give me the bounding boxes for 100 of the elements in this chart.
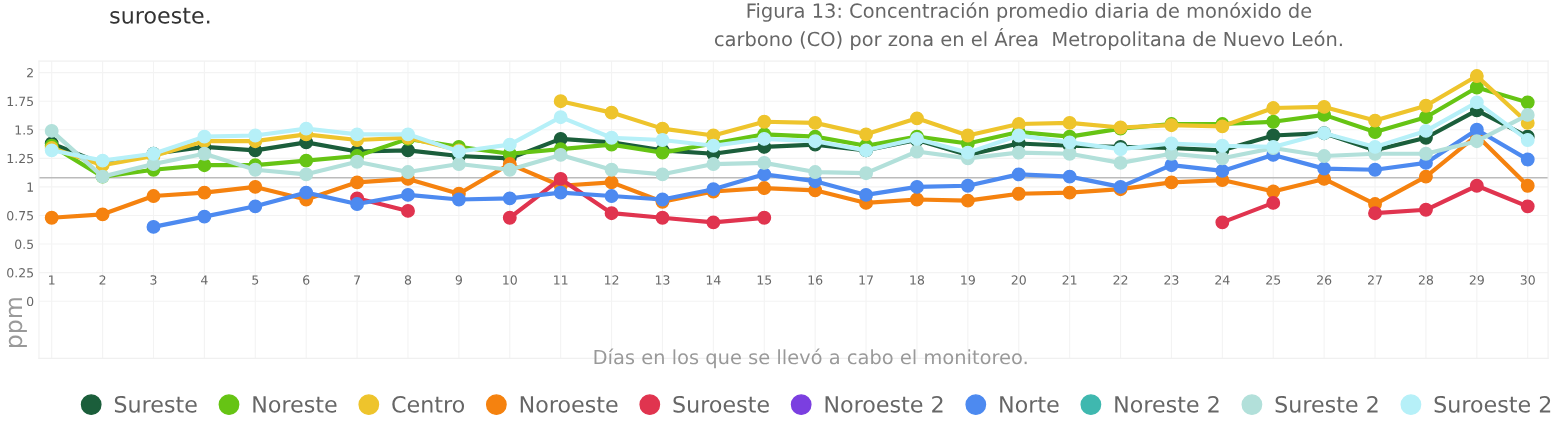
point — [350, 127, 365, 142]
point — [146, 189, 161, 203]
point — [604, 130, 619, 145]
point — [502, 191, 517, 206]
point — [1520, 178, 1535, 193]
point — [1062, 169, 1077, 184]
x-tick-label: 30 — [1520, 275, 1535, 285]
point — [910, 111, 924, 126]
point — [1266, 114, 1281, 129]
point — [859, 166, 874, 181]
point — [655, 167, 670, 182]
point — [1266, 195, 1281, 210]
point — [655, 210, 670, 225]
point — [299, 153, 314, 168]
y-tick-label: 2 — [27, 68, 33, 78]
point — [757, 114, 772, 129]
point — [350, 154, 365, 169]
x-tick-label: 24 — [1215, 275, 1230, 285]
point — [1368, 162, 1382, 177]
x-tick-label: 2 — [99, 275, 106, 285]
x-tick-label: 17 — [859, 275, 873, 285]
point — [197, 185, 212, 200]
y-tick-label: 1.25 — [7, 153, 34, 164]
x-tick-label: 3 — [150, 275, 157, 285]
point — [1011, 117, 1026, 131]
point — [95, 207, 110, 222]
point — [1469, 95, 1484, 110]
point — [1164, 175, 1179, 190]
point — [757, 155, 772, 170]
x-tick-label: 16 — [808, 275, 823, 285]
legend-label: Sureste 2 — [1275, 395, 1378, 413]
point — [1062, 115, 1077, 130]
point — [1418, 146, 1433, 161]
point — [1062, 185, 1077, 200]
x-tick-label: 13 — [655, 275, 670, 285]
x-tick-label: 18 — [910, 275, 925, 285]
x-tick-label: 9 — [455, 275, 462, 285]
point — [1317, 99, 1332, 114]
y-tick-label: 1 — [27, 182, 33, 192]
text: suroeste. — [110, 7, 210, 24]
point — [451, 192, 466, 207]
point — [1266, 101, 1281, 115]
point — [1469, 69, 1484, 83]
point — [1520, 199, 1535, 214]
point — [1418, 202, 1433, 217]
point — [248, 128, 263, 143]
point — [1113, 155, 1128, 170]
point — [1469, 178, 1484, 193]
point — [1062, 146, 1077, 161]
point — [757, 167, 772, 182]
point — [808, 115, 823, 130]
x-axis-title: Días en los que se llevó a cabo el monitoreo. — [594, 348, 1027, 369]
point — [604, 162, 619, 177]
point — [1164, 136, 1179, 151]
point — [1520, 95, 1535, 110]
point — [1215, 163, 1230, 178]
legend-label: Noroeste — [520, 396, 618, 413]
legend-label: Centro — [392, 395, 465, 413]
point — [1011, 145, 1026, 160]
legend-label: Noreste — [253, 396, 337, 413]
point — [146, 219, 161, 234]
point — [553, 110, 568, 125]
point — [1266, 128, 1281, 143]
x-tick-label: 20 — [1011, 275, 1026, 285]
point — [401, 187, 415, 202]
point — [1266, 184, 1281, 199]
point — [401, 165, 415, 179]
x-tick-label: 23 — [1164, 275, 1179, 285]
point — [553, 147, 568, 162]
legend-label: Suroeste — [673, 395, 769, 413]
point — [1368, 125, 1382, 139]
y-tick-label: 0.25 — [7, 268, 34, 278]
point — [197, 158, 212, 173]
x-tick-label: 28 — [1418, 275, 1434, 285]
point — [604, 189, 619, 203]
point — [910, 179, 924, 194]
x-tick-label: 4 — [201, 275, 208, 285]
point — [248, 162, 263, 177]
point — [502, 137, 517, 152]
legend-label: Noroeste 2 — [825, 395, 943, 413]
y-tick-label: 0.75 — [7, 210, 34, 221]
point — [1368, 206, 1382, 221]
x-tick-label: 12 — [604, 275, 619, 285]
point — [1215, 138, 1230, 153]
point — [1418, 169, 1433, 184]
point — [859, 187, 874, 202]
point — [1164, 158, 1179, 173]
x-tick-label: 27 — [1368, 275, 1382, 285]
y-tick-label: 0 — [26, 296, 34, 307]
point — [706, 215, 721, 230]
point — [350, 175, 365, 190]
point — [299, 121, 314, 136]
x-tick-label: 10 — [503, 275, 517, 285]
x-tick-label: 19 — [961, 275, 975, 285]
point — [197, 209, 212, 224]
point — [1317, 161, 1332, 176]
point — [1368, 113, 1382, 128]
legend-label: Suroeste 2 — [1434, 395, 1551, 413]
point — [604, 105, 619, 120]
point — [1011, 167, 1026, 182]
